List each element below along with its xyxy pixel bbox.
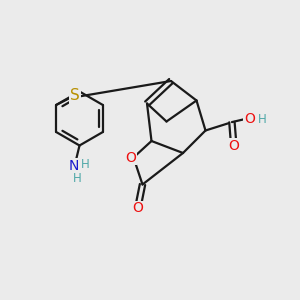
Text: O: O <box>133 202 143 215</box>
Text: N: N <box>69 159 79 172</box>
Text: H: H <box>81 158 90 171</box>
Text: H: H <box>73 172 82 185</box>
Text: O: O <box>228 139 239 153</box>
Text: O: O <box>244 112 255 126</box>
Text: S: S <box>70 88 80 103</box>
Text: O: O <box>125 151 136 164</box>
Text: H: H <box>258 113 267 126</box>
